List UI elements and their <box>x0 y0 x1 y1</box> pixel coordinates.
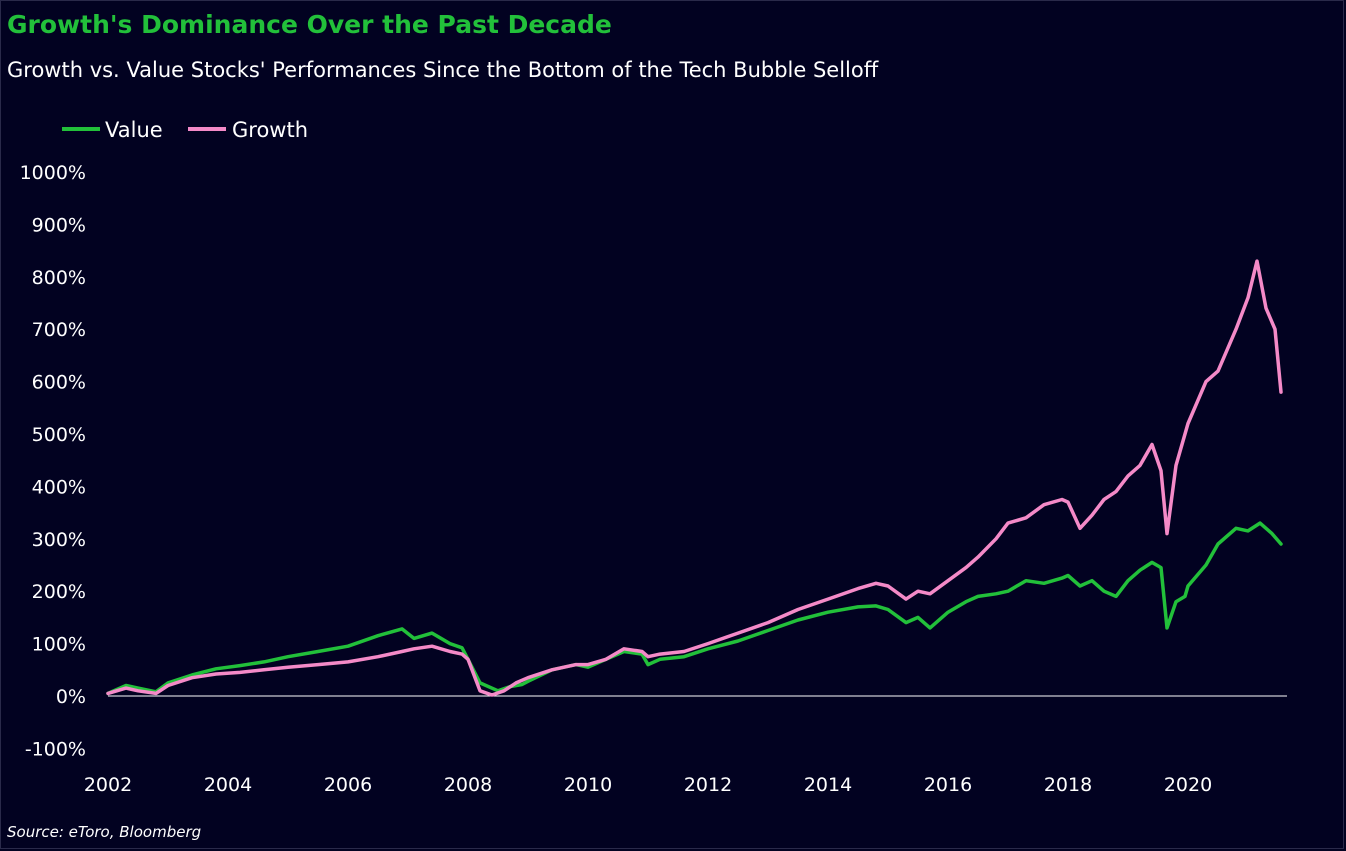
legend: Value Growth <box>62 118 308 142</box>
x-tick-label: 2020 <box>1164 774 1212 796</box>
y-tick-label: 1000% <box>20 162 86 184</box>
x-tick-label: 2002 <box>84 774 132 796</box>
source-note: Source: eToro, Bloomberg <box>7 823 202 841</box>
x-tick-label: 2008 <box>444 774 492 796</box>
x-tick-label: 2012 <box>684 774 732 796</box>
x-tick-label: 2010 <box>564 774 612 796</box>
y-tick-label: 200% <box>32 581 86 603</box>
y-tick-label: 300% <box>32 529 86 551</box>
y-axis: 1000% 900% 800% 700% 600% 500% 400% 300% 200% 100… <box>20 162 86 760</box>
y-tick-label: 0% <box>56 686 86 708</box>
chart-subtitle: Growth vs. Value Stocks' Performances Si… <box>7 58 879 82</box>
y-tick-label: -100% <box>25 738 86 760</box>
y-tick-label: 400% <box>32 476 86 498</box>
x-axis: 2002 2004 2006 2008 2010 2012 2014 2016 2018 2020 <box>84 774 1212 796</box>
series-line-growth <box>106 259 1283 697</box>
x-tick-label: 2016 <box>924 774 972 796</box>
y-tick-label: 100% <box>32 634 86 656</box>
series-line-value <box>106 521 1283 696</box>
legend-label-growth: Growth <box>232 118 308 142</box>
y-tick-label: 800% <box>32 267 86 289</box>
x-tick-label: 2004 <box>204 774 252 796</box>
y-tick-label: 500% <box>32 424 86 446</box>
y-tick-label: 600% <box>32 372 86 394</box>
x-tick-label: 2018 <box>1044 774 1092 796</box>
chart-title: Growth's Dominance Over the Past Decade <box>7 10 612 39</box>
legend-label-value: Value <box>105 118 163 142</box>
x-tick-label: 2006 <box>324 774 372 796</box>
y-tick-label: 900% <box>32 214 86 236</box>
series-group <box>106 259 1283 697</box>
y-tick-label: 700% <box>32 319 86 341</box>
x-tick-label: 2014 <box>804 774 852 796</box>
